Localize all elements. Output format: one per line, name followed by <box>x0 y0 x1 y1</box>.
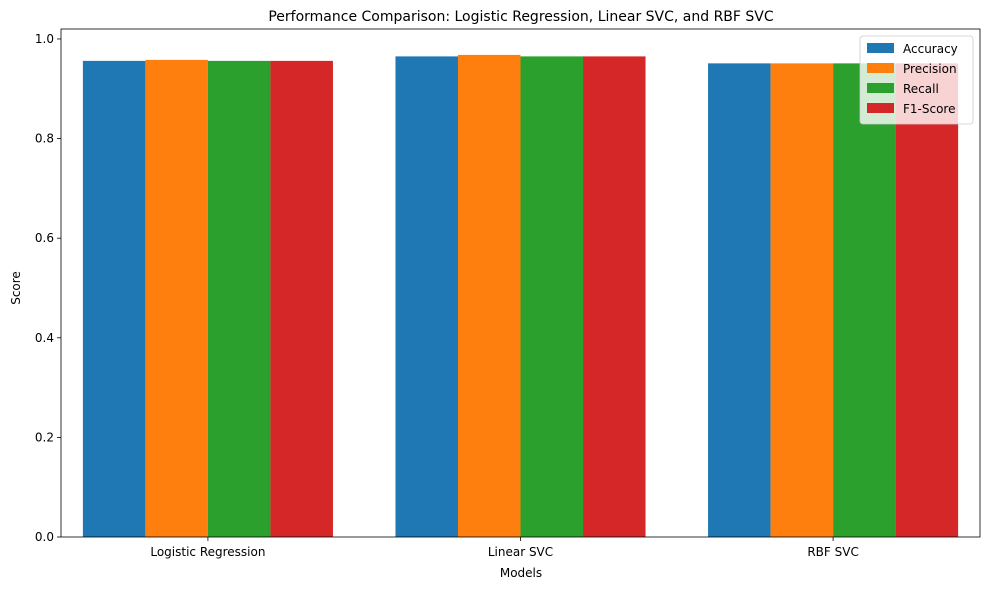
bar-precision-0 <box>145 59 208 538</box>
x-tick-label: Logistic Regression <box>150 545 265 559</box>
y-tick-label: 0.0 <box>35 530 54 544</box>
chart-title: Performance Comparison: Logistic Regress… <box>268 9 774 25</box>
legend-swatch <box>867 43 894 53</box>
x-tick-label: Linear SVC <box>488 545 553 559</box>
legend-label: Recall <box>903 82 939 96</box>
y-tick-label: 0.2 <box>35 430 54 444</box>
x-axis-label: Models <box>500 566 542 580</box>
bar-recall-2 <box>833 63 896 537</box>
legend-swatch <box>867 63 894 73</box>
legend-label: F1-Score <box>903 102 955 116</box>
bar-recall-0 <box>207 60 271 537</box>
y-tick-label: 1.0 <box>35 32 54 46</box>
legend-box <box>859 35 974 125</box>
x-tick-label: RBF SVC <box>807 545 859 559</box>
bar-f1-score-1 <box>583 56 646 538</box>
bar-precision-2 <box>770 63 834 537</box>
legend-label: Precision <box>903 62 957 76</box>
plot-area: Logistic Regression Linear SVC RBF SVC 0.0 0… <box>35 28 981 559</box>
bar-accuracy-2 <box>708 63 771 537</box>
bar-accuracy-0 <box>82 60 146 537</box>
bar-recall-1 <box>520 56 584 538</box>
legend: Accuracy Precision Recall F1-Score <box>859 35 974 125</box>
bar-precision-1 <box>457 54 521 537</box>
legend-swatch <box>867 83 894 93</box>
bar-f1-score-0 <box>270 60 333 537</box>
y-tick-label: 0.4 <box>35 331 54 345</box>
legend-label: Accuracy <box>903 42 958 56</box>
y-tick-label: 0.8 <box>35 132 54 146</box>
bar-accuracy-1 <box>395 56 458 538</box>
bar-f1-score-2 <box>895 63 959 537</box>
legend-swatch <box>867 103 894 113</box>
y-tick-label: 0.6 <box>35 231 54 245</box>
y-axis-label: Score <box>9 271 23 305</box>
